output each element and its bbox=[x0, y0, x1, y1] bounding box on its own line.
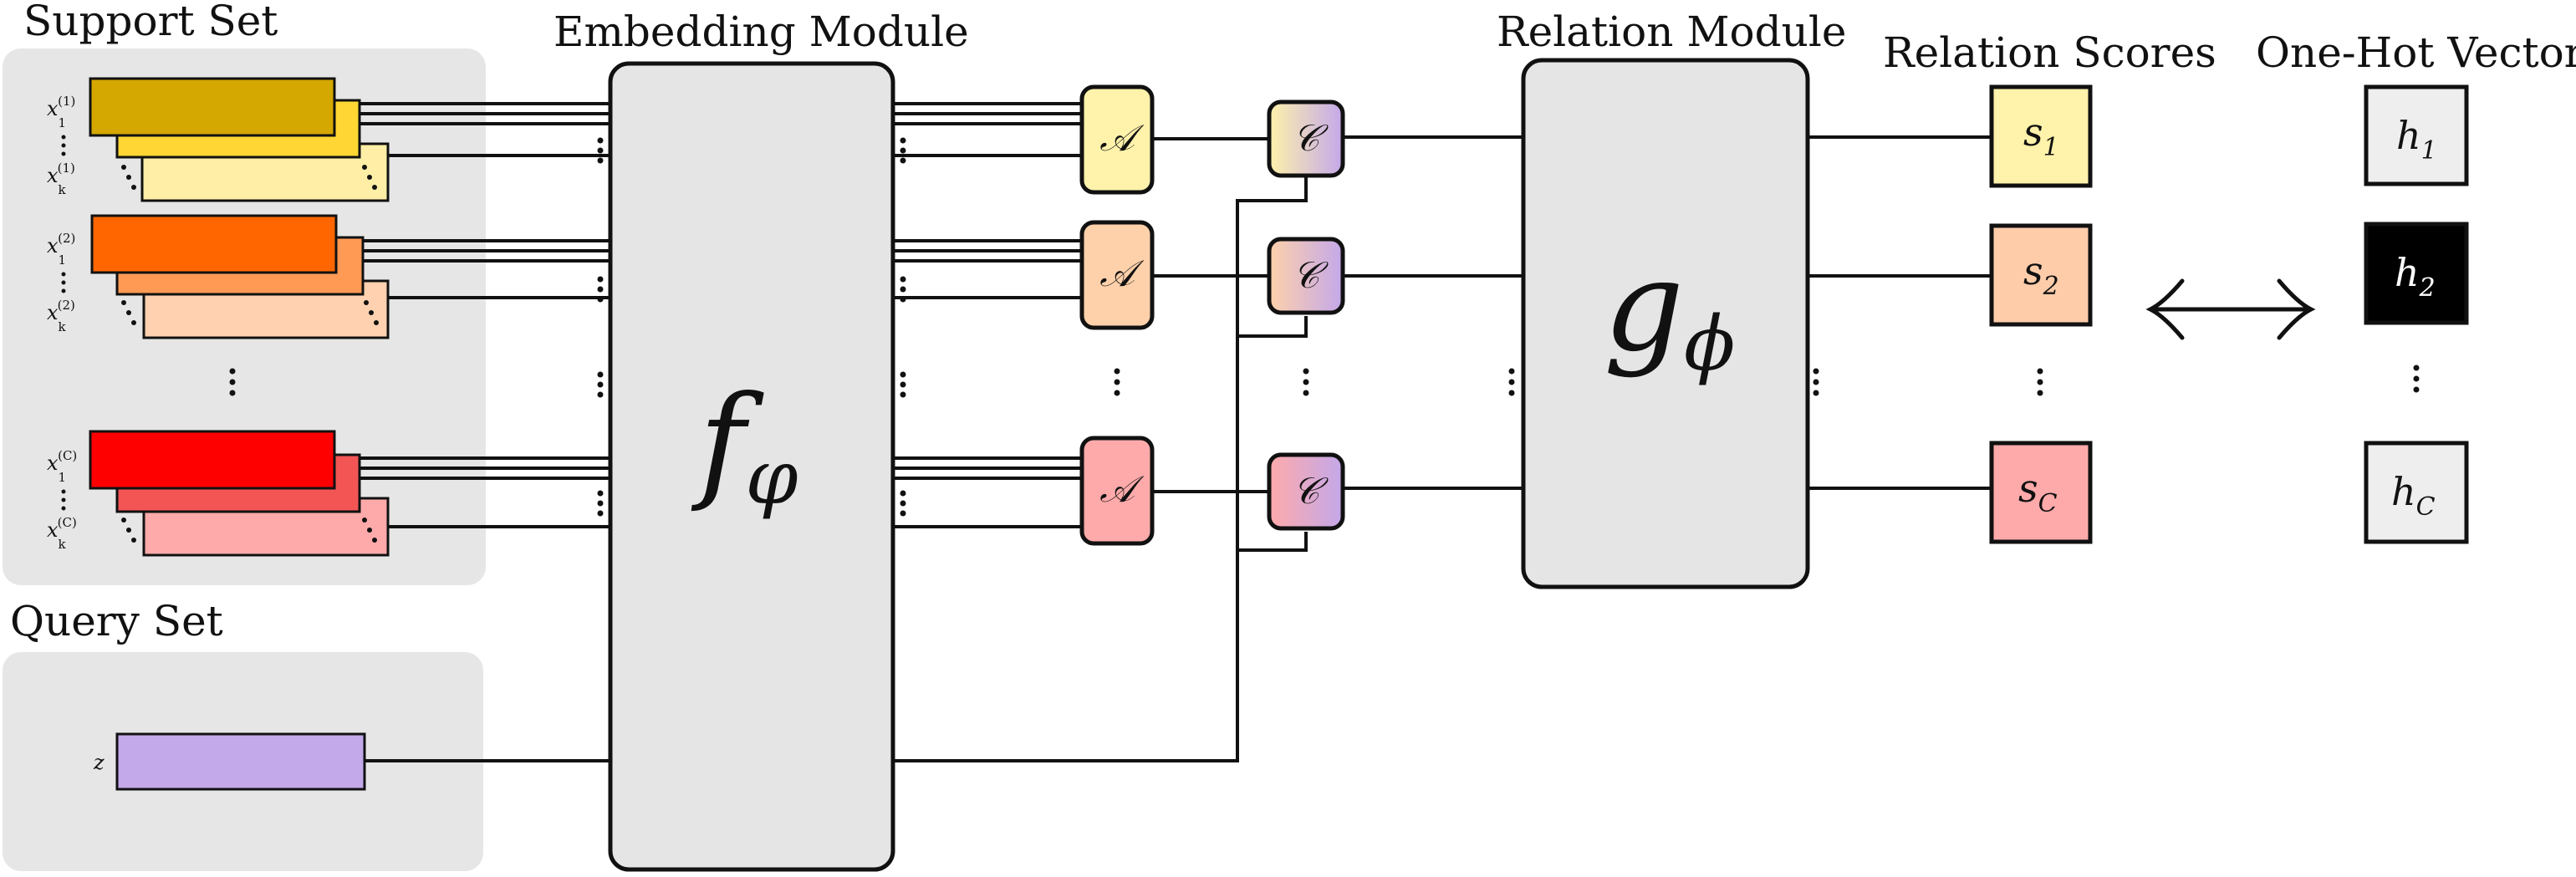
support-group-c bbox=[351, 456, 610, 528]
support-sample-card-front bbox=[90, 214, 338, 274]
support-group-1 bbox=[351, 102, 610, 157]
support-ellipsis-1 bbox=[61, 135, 377, 190]
relation-function-label: gϕ bbox=[1604, 234, 1735, 388]
score-label-c: sC bbox=[2018, 466, 2058, 518]
support-sample-card-front bbox=[89, 430, 336, 490]
query-sample-card bbox=[115, 732, 366, 791]
support-label-last: xk(C) bbox=[47, 515, 77, 552]
support-label-first: x1(2) bbox=[47, 231, 75, 268]
one-hot-box-1 bbox=[2364, 84, 2469, 186]
support-label-last: xk(2) bbox=[47, 298, 75, 334]
score-box-c bbox=[1989, 441, 2093, 544]
score-label-2: s2 bbox=[2023, 248, 2059, 301]
one-hot-box-c bbox=[2364, 441, 2469, 544]
relation-module-box bbox=[1521, 58, 1810, 589]
one-hot-label-2: h2 bbox=[2395, 250, 2436, 303]
one-hot-label-1: h1 bbox=[2396, 113, 2437, 166]
support-sample-card-front bbox=[89, 77, 336, 137]
support-ellipsis-c bbox=[61, 489, 377, 543]
support-label-first: x1(1) bbox=[47, 94, 75, 130]
combiner-ellipsis bbox=[1303, 368, 1309, 396]
support-label-last: xk(1) bbox=[47, 161, 75, 197]
one-hot-label-c: hC bbox=[2391, 469, 2436, 522]
embedding-module-title: Embedding Module bbox=[553, 8, 969, 56]
support-set-title: Support Set bbox=[23, 0, 278, 45]
aggregator-to-combiner-lines bbox=[1152, 137, 1269, 493]
score-box-2 bbox=[1989, 223, 2093, 327]
aggregator-ellipsis bbox=[1114, 368, 1120, 396]
embedding-output-lines bbox=[893, 102, 1308, 762]
query-label: z bbox=[93, 751, 105, 774]
one-hot-ellipsis bbox=[2413, 365, 2420, 393]
relation-scores-title: Relation Scores bbox=[1883, 28, 2216, 77]
relation-input-ellipsis bbox=[1508, 368, 1515, 396]
one-hot-box-2 bbox=[2364, 222, 2469, 325]
relation-module-title: Relation Module bbox=[1497, 8, 1846, 56]
relation-to-score-lines bbox=[1808, 135, 1992, 490]
support-groups-ellipsis bbox=[229, 368, 236, 396]
score-ellipsis bbox=[2037, 368, 2043, 396]
embedding-side-ellipsis bbox=[597, 137, 906, 517]
combiner-to-relation-lines bbox=[1343, 135, 1523, 490]
support-group-2 bbox=[351, 239, 610, 299]
score-box-1 bbox=[1989, 84, 2093, 188]
score-label-1: s1 bbox=[2023, 110, 2059, 162]
relation-output-ellipsis bbox=[1813, 368, 1819, 396]
support-ellipsis-2 bbox=[61, 272, 379, 325]
combiner-box-c bbox=[1267, 452, 1345, 531]
one-hot-vector-title: One-Hot Vector bbox=[2256, 28, 2576, 77]
double-arrow-icon bbox=[2145, 278, 2316, 340]
support-label-first: x1(C) bbox=[47, 448, 77, 485]
query-set-title: Query Set bbox=[10, 597, 223, 645]
